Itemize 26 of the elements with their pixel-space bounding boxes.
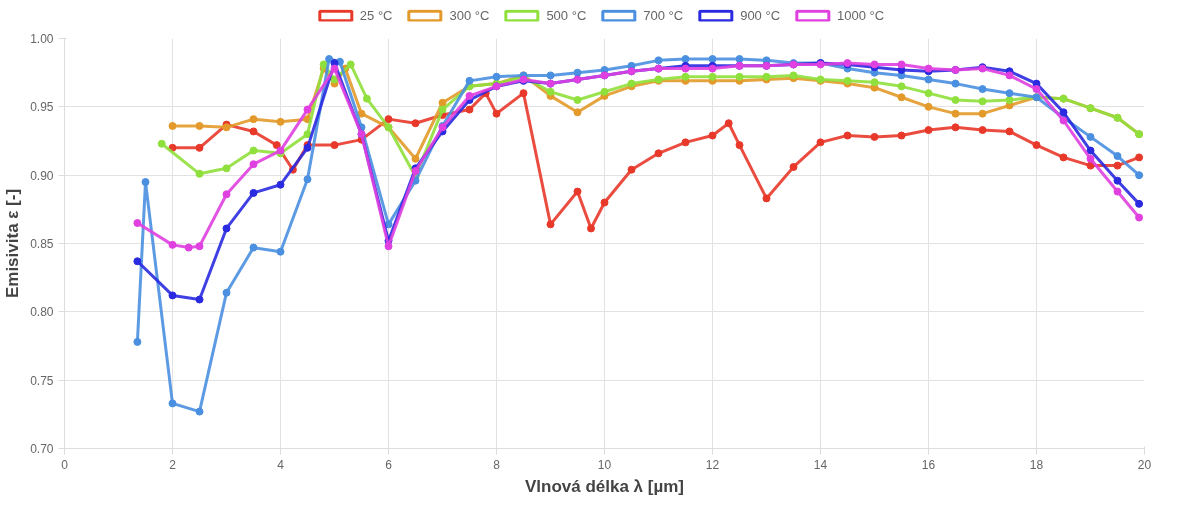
y-tick-label: 0.75 — [30, 373, 54, 388]
x-tick-label: 6 — [385, 457, 393, 472]
x-tick-label: 4 — [277, 457, 285, 472]
legend-label: 1000 °C — [837, 7, 885, 23]
x-tick-label: 0 — [61, 457, 69, 472]
legend-label: 300 °C — [449, 7, 490, 23]
x-axis-title: Vlnová délka λ [µm] — [524, 476, 685, 496]
x-tick-label: 18 — [1029, 457, 1044, 472]
y-tick-label: 1.00 — [30, 32, 54, 46]
x-tick-label: 14 — [813, 457, 828, 472]
y-tick-label: 0.85 — [30, 237, 54, 251]
legend-label: 500 °C — [546, 7, 587, 23]
y-tick-label: 0.90 — [30, 168, 54, 183]
x-tick-label: 10 — [597, 457, 612, 472]
legend-label: 700 °C — [643, 7, 684, 23]
x-tick-label: 2 — [169, 457, 177, 472]
legend-label: 25 °C — [359, 7, 393, 23]
x-tick-label: 8 — [493, 457, 501, 472]
x-tick-label: 16 — [921, 457, 936, 472]
y-tick-label: 0.95 — [30, 100, 54, 115]
x-tick-label: 12 — [705, 457, 720, 472]
legend-label: 900 °C — [740, 7, 781, 23]
x-tick-label: 20 — [1137, 457, 1152, 472]
y-axis-title: Emisivita ε [-] — [3, 188, 23, 299]
y-tick-label: 0.70 — [30, 442, 54, 456]
y-tick-label: 0.80 — [30, 305, 54, 320]
